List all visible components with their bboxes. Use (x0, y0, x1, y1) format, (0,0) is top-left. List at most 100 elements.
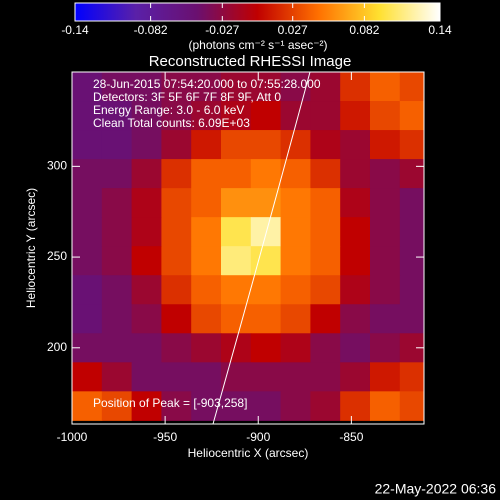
heatmap-cell (340, 217, 371, 247)
heatmap-cell (161, 72, 192, 102)
heatmap-cell (399, 188, 424, 218)
peak-label: Position of Peak = [-903,258] (93, 396, 247, 410)
heatmap-cell (280, 217, 311, 247)
heatmap-cell (340, 362, 371, 392)
heatmap-cell (191, 333, 222, 363)
heatmap-cell (310, 130, 341, 160)
heatmap-cell (310, 246, 341, 276)
heatmap-cell (340, 246, 371, 276)
heatmap-cell (72, 101, 103, 131)
heatmap-cell (310, 101, 341, 131)
heatmap-cell (131, 159, 162, 189)
heatmap-cell (161, 362, 192, 392)
heatmap-cell (72, 217, 103, 247)
colorbar-tick-label: 0.082 (349, 23, 379, 37)
heatmap-cell (191, 217, 222, 247)
heatmap-cell (250, 188, 282, 218)
chart-title: Reconstructed RHESSI Image (149, 53, 352, 70)
heatmap-cell (310, 304, 341, 334)
heatmap-cell (131, 304, 162, 334)
heatmap-cell (191, 101, 222, 131)
heatmap-cell (72, 304, 103, 334)
heatmap-cell (72, 391, 103, 421)
heatmap-cell (101, 72, 133, 102)
heatmap-cell (369, 159, 401, 189)
heatmap-cell (310, 188, 341, 218)
heatmap-cell (72, 72, 103, 102)
y-axis-label: Heliocentric Y (arcsec) (24, 188, 38, 308)
heatmap-cell (340, 188, 371, 218)
heatmap-cell (250, 72, 282, 102)
heatmap-cell (250, 159, 282, 189)
heatmap-cell (280, 246, 311, 276)
colorbar-tick-label: 0.14 (428, 23, 452, 37)
heatmap-cell (72, 362, 103, 392)
heatmap-cell (72, 246, 103, 276)
heatmap-cell (399, 246, 424, 276)
x-tick-label: -900 (246, 430, 270, 444)
heatmap-cell (369, 275, 401, 305)
heatmap-cell (161, 304, 192, 334)
heatmap-cell (280, 159, 311, 189)
heatmap-cell (131, 130, 162, 160)
footer-date: 22-May-2022 06:36 (375, 481, 497, 497)
heatmap-cell (191, 275, 222, 305)
heatmap-cell (161, 246, 192, 276)
heatmap-cell (131, 391, 162, 421)
heatmap-cell (280, 275, 311, 305)
heatmap-cell (191, 304, 222, 334)
heatmap-cell (399, 333, 424, 363)
heatmap-cell (280, 130, 311, 160)
heatmap-cell (161, 391, 192, 421)
heatmap-cell (101, 333, 133, 363)
heatmap-cell (191, 130, 222, 160)
heatmap-cell (191, 72, 222, 102)
heatmap (72, 72, 424, 421)
heatmap-cell (310, 333, 341, 363)
heatmap-cell (220, 275, 252, 305)
heatmap-cell (131, 333, 162, 363)
heatmap-cell (101, 188, 133, 218)
x-axis-label: Heliocentric X (arcsec) (188, 446, 309, 460)
heatmap-cell (250, 101, 282, 131)
heatmap-cell (131, 188, 162, 218)
heatmap-cell (161, 101, 192, 131)
heatmap-cell (399, 304, 424, 334)
annotation: Detectors: 3F 5F 6F 7F 8F 9F, Att 0 (93, 90, 281, 104)
heatmap-cell (161, 275, 192, 305)
heatmap-cell (340, 130, 371, 160)
heatmap-cell (161, 217, 192, 247)
heatmap-cell (191, 188, 222, 218)
heatmap-cell (101, 101, 133, 131)
heatmap-cell (369, 362, 401, 392)
heatmap-cell (131, 101, 162, 131)
heatmap-cell (220, 188, 252, 218)
heatmap-cell (369, 217, 401, 247)
heatmap-cell (280, 333, 311, 363)
y-tick-label: 250 (47, 249, 67, 263)
heatmap-cell (250, 130, 282, 160)
heatmap-cell (191, 159, 222, 189)
heatmap-cell (131, 362, 162, 392)
heatmap-cell (280, 188, 311, 218)
heatmap-cell (101, 159, 133, 189)
heatmap-cell (131, 246, 162, 276)
heatmap-cell (72, 275, 103, 305)
heatmap-cell (191, 246, 222, 276)
heatmap-cell (101, 246, 133, 276)
heatmap-cell (161, 188, 192, 218)
solar-limb (212, 72, 311, 424)
heatmap-cell (310, 159, 341, 189)
heatmap-cell (310, 275, 341, 305)
heatmap-cell (399, 391, 424, 421)
colorbar-tick-label: -0.14 (61, 23, 89, 37)
heatmap-cell (399, 275, 424, 305)
heatmap-cell (310, 72, 341, 102)
heatmap-cell (220, 391, 252, 421)
heatmap-cell (399, 101, 424, 131)
heatmap-cell (101, 362, 133, 392)
heatmap-cell (131, 217, 162, 247)
colorbar-tick-label: -0.027 (205, 23, 239, 37)
